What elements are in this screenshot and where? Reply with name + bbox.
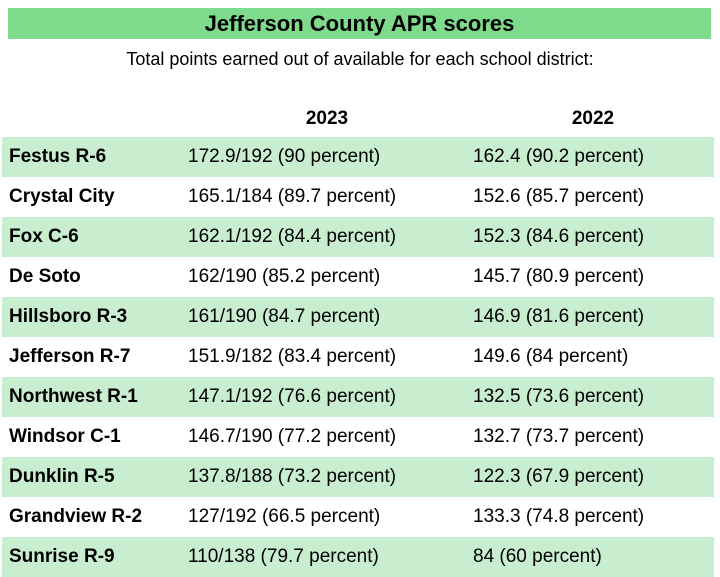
cell-district: De Soto <box>9 266 81 287</box>
cell-2023-score: 110/138 (79.7 percent) <box>188 546 379 567</box>
table-row: Windsor C-1 146.7/190 (77.2 percent) 132… <box>2 417 714 457</box>
cell-district: Sunrise R-9 <box>9 546 115 567</box>
apr-scores-table: Festus R-6 172.9/192 (90 percent) 162.4 … <box>2 137 714 577</box>
cell-2022-score: 146.9 (81.6 percent) <box>473 306 645 327</box>
table-row: Fox C-6 162.1/192 (84.4 percent) 152.3 (… <box>2 217 714 257</box>
cell-2022-score: 122.3 (67.9 percent) <box>473 466 645 487</box>
table-row: Northwest R-1 147.1/192 (76.6 percent) 1… <box>2 377 714 417</box>
cell-2023-score: 127/192 (66.5 percent) <box>188 506 381 527</box>
cell-district: Northwest R-1 <box>9 386 138 407</box>
table-header-row: 2023 2022 <box>2 100 714 137</box>
table-row: Grandview R-2 127/192 (66.5 percent) 133… <box>2 497 714 537</box>
cell-2023-score: 162/190 (85.2 percent) <box>188 266 381 287</box>
cell-2022-score: 152.6 (85.7 percent) <box>473 186 645 207</box>
column-header-2022: 2022 <box>571 107 615 129</box>
cell-2022-score: 145.7 (80.9 percent) <box>473 266 645 287</box>
cell-2023-score: 151.9/182 (83.4 percent) <box>188 346 397 367</box>
table-row: Crystal City 165.1/184 (89.7 percent) 15… <box>2 177 714 217</box>
subtitle: Total points earned out of available for… <box>126 49 594 69</box>
cell-2023-score: 146.7/190 (77.2 percent) <box>188 426 397 447</box>
cell-district: Dunklin R-5 <box>9 466 115 487</box>
table-row: Festus R-6 172.9/192 (90 percent) 162.4 … <box>2 137 714 177</box>
cell-2023-score: 137.8/188 (73.2 percent) <box>188 466 397 487</box>
cell-district: Grandview R-2 <box>9 506 143 527</box>
title-bar: Jefferson County APR scores <box>8 8 711 39</box>
cell-district: Fox C-6 <box>9 226 79 247</box>
cell-2022-score: 84 (60 percent) <box>473 546 602 567</box>
table-row: Jefferson R-7 151.9/182 (83.4 percent) 1… <box>2 337 714 377</box>
cell-2023-score: 162.1/192 (84.4 percent) <box>188 226 397 247</box>
cell-2022-score: 132.5 (73.6 percent) <box>473 386 645 407</box>
cell-2023-score: 165.1/184 (89.7 percent) <box>188 186 397 207</box>
cell-district: Crystal City <box>9 186 115 207</box>
cell-2022-score: 149.6 (84 percent) <box>473 346 629 367</box>
cell-2022-score: 133.3 (74.8 percent) <box>473 506 645 527</box>
cell-2022-score: 162.4 (90.2 percent) <box>473 146 645 167</box>
table-row: Hillsboro R-3 161/190 (84.7 percent) 146… <box>2 297 714 337</box>
page-title: Jefferson County APR scores <box>204 10 515 36</box>
table-row: De Soto 162/190 (85.2 percent) 145.7 (80… <box>2 257 714 297</box>
cell-2022-score: 132.7 (73.7 percent) <box>473 426 645 447</box>
table-row: Sunrise R-9 110/138 (79.7 percent) 84 (6… <box>2 537 714 577</box>
cell-district: Hillsboro R-3 <box>9 306 128 327</box>
cell-district: Windsor C-1 <box>9 426 121 447</box>
cell-district: Festus R-6 <box>9 146 107 167</box>
table-row: Dunklin R-5 137.8/188 (73.2 percent) 122… <box>2 457 714 497</box>
cell-2023-score: 161/190 (84.7 percent) <box>188 306 381 327</box>
cell-2022-score: 152.3 (84.6 percent) <box>473 226 645 247</box>
cell-district: Jefferson R-7 <box>9 346 131 367</box>
cell-2023-score: 172.9/192 (90 percent) <box>188 146 381 167</box>
column-header-2023: 2023 <box>305 107 349 129</box>
cell-2023-score: 147.1/192 (76.6 percent) <box>188 386 397 407</box>
